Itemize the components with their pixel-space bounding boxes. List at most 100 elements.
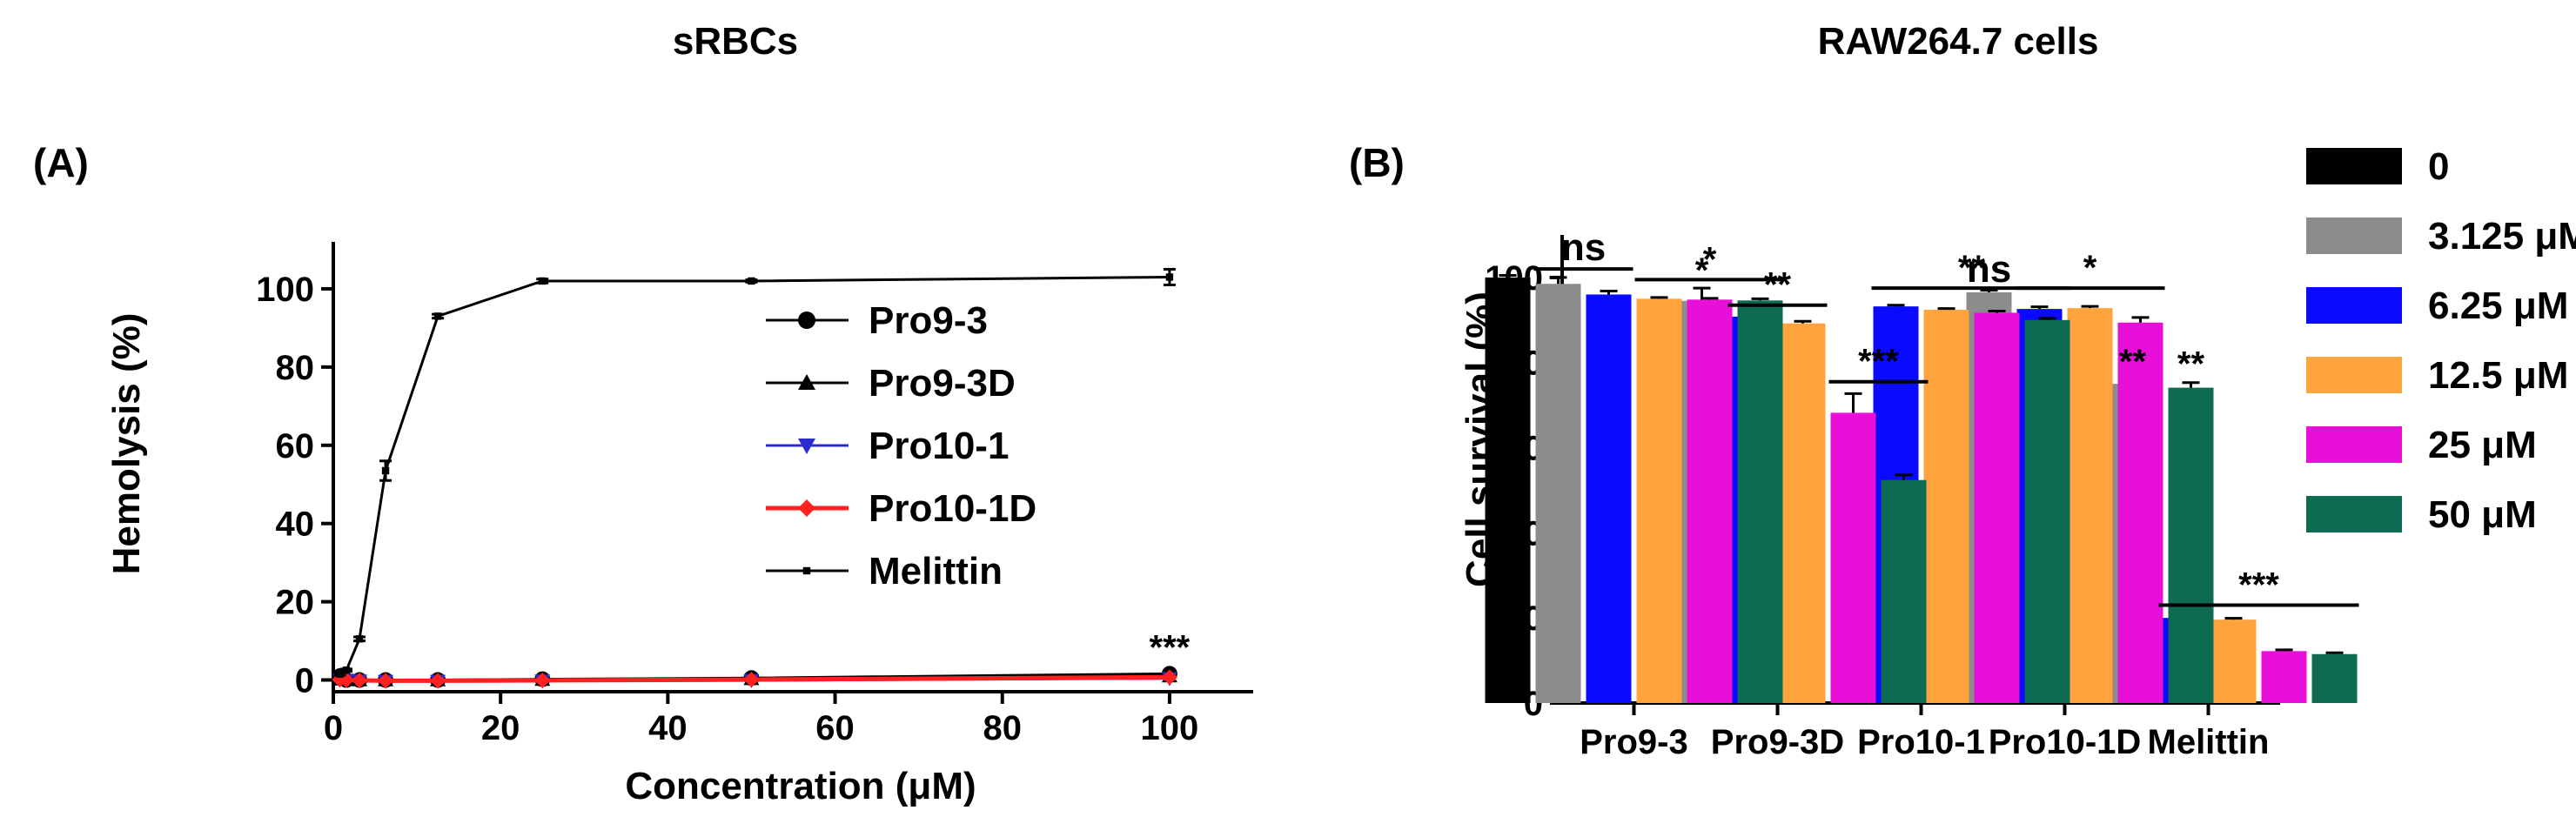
panel-a-x-tick-label: 20 xyxy=(481,709,520,747)
panel-a-y-tick-label: 20 xyxy=(276,584,315,622)
panel-a-x-tick-label: 40 xyxy=(648,709,688,747)
panel-a-legend-label: Pro10-1D xyxy=(869,487,1036,530)
panel-b-bar xyxy=(1881,479,1927,703)
panel-b: RAW264.7 cells (B) Cell survival (%) 020… xyxy=(1349,20,2576,761)
panel-b-significance-label: ns xyxy=(1967,248,2011,291)
panel-b-significance-label: ** xyxy=(2119,343,2147,381)
panel-a-legend-label: Melittin xyxy=(869,550,1003,593)
panel-b-significance-label: ** xyxy=(2177,345,2205,383)
panel-a-legend-label: Pro9-3 xyxy=(869,299,988,342)
panel-b-legend-swatch xyxy=(2306,357,2402,393)
panel-b-bar xyxy=(1485,277,1531,703)
panel-b-legend-label: 12.5 μM xyxy=(2428,354,2568,397)
panel-b-bar xyxy=(1636,298,1682,703)
panel-a-point xyxy=(336,670,344,678)
panel-a-point xyxy=(743,672,760,688)
panel-b-bars xyxy=(1485,273,2358,703)
panel-b-bar xyxy=(1586,294,1632,703)
panel-a-point xyxy=(748,277,755,285)
panel-b-label: (B) xyxy=(1349,140,1405,185)
panel-a-y-tick-label: 40 xyxy=(276,506,315,544)
panel-b-x-tick-label: Pro10-1 xyxy=(1857,723,1985,761)
panel-b-bar xyxy=(1687,299,1733,703)
panel-a-label: (A) xyxy=(33,140,89,185)
panel-b-legend-label: 0 xyxy=(2428,145,2449,188)
panel-a-point xyxy=(352,672,368,688)
panel-b-legend-label: 50 μM xyxy=(2428,493,2537,536)
panel-a-y-tick-label: 60 xyxy=(276,427,315,465)
panel-a-point xyxy=(342,666,351,674)
panel-a-legend-label: Pro10-1 xyxy=(869,425,1009,467)
panel-b-bar xyxy=(1974,312,2020,703)
panel-a-x-tick-label: 100 xyxy=(1141,709,1199,747)
panel-a-y-tick-label: 80 xyxy=(276,349,315,387)
panel-b-bar xyxy=(2168,387,2214,703)
panel-a-legend-marker xyxy=(798,439,815,454)
panel-b-legend-swatch xyxy=(2306,496,2402,532)
panel-b-legend-swatch xyxy=(2306,218,2402,254)
panel-a-point xyxy=(539,277,547,285)
panel-b-bar xyxy=(1535,284,1581,703)
panel-a-series-3 xyxy=(332,669,1177,689)
panel-b-bar xyxy=(2067,308,2113,703)
panel-a-x-tick-label: 0 xyxy=(324,709,343,747)
panel-a-legend-marker xyxy=(798,311,815,329)
panel-a-point xyxy=(355,635,364,643)
panel-b-legend: 0 3.125 μM 6.25 μM 12.5 μM 25 μM 50 μM xyxy=(2306,145,2576,536)
panel-a-point xyxy=(378,673,394,689)
panel-b-x-tick-label: Pro10-1D xyxy=(1989,723,2142,761)
panel-a-legend: Pro9-3 Pro9-3D Pro10-1 Pro10-1D Melittin xyxy=(766,299,1036,593)
panel-b-legend-label: 6.25 μM xyxy=(2428,285,2568,327)
panel-a-x-tick-label: 60 xyxy=(815,709,855,747)
panel-b-significance-label: ** xyxy=(1958,249,1986,287)
panel-b-significance-label: *** xyxy=(2238,566,2279,605)
panel-a-point xyxy=(1165,273,1174,281)
panel-a-xlabel: Concentration (μM) xyxy=(625,765,976,807)
panel-b-significance-label: * xyxy=(1703,240,1717,278)
panel-a-point xyxy=(534,672,551,688)
panel-a-y-tick-label: 0 xyxy=(295,662,314,700)
panel-b-x-tick-label: Pro9-3D xyxy=(1711,723,1844,761)
panel-b-legend-label: 25 μM xyxy=(2428,424,2537,466)
panel-b-significance-label: * xyxy=(2083,249,2097,287)
panel-b-bar xyxy=(2311,653,2358,703)
panel-a-axes: 0 20 40 60 80 100 0 20 40 60 80 100 xyxy=(256,242,1253,747)
panel-b-legend-swatch xyxy=(2306,148,2402,184)
panel-a-ylabel: Hemolysis (%) xyxy=(105,313,148,575)
panel-a-legend-marker xyxy=(802,566,811,575)
panel-b-annotations: ns ** *******ns ******** xyxy=(1533,226,2359,607)
panel-a-point xyxy=(430,673,446,689)
panel-b-x-tick-label: Pro9-3 xyxy=(1580,723,1688,761)
panel-b-bar xyxy=(2117,322,2163,703)
panel-a-point xyxy=(381,466,390,475)
panel-b-bar xyxy=(1737,300,1783,703)
panel-a-annotation: *** xyxy=(1150,629,1191,667)
panel-b-title: RAW264.7 cells xyxy=(1818,20,2099,63)
panel-b-significance-label: ** xyxy=(1764,266,1792,305)
panel-b-legend-swatch xyxy=(2306,426,2402,463)
panel-b-bar xyxy=(1780,323,1826,703)
panel-a-y-tick-label: 100 xyxy=(256,271,314,309)
panel-b-legend-label: 3.125 μM xyxy=(2428,215,2576,258)
panel-a-legend-marker xyxy=(798,499,815,517)
panel-a-point xyxy=(433,312,442,320)
panel-a-point xyxy=(1161,669,1177,686)
panel-a-series xyxy=(332,267,1177,689)
panel-a-annotations: *** xyxy=(1150,629,1191,667)
panel-a-legend-label: Pro9-3D xyxy=(869,362,1016,405)
panel-b-bar xyxy=(2024,319,2070,703)
panel-b-significance-label: ns xyxy=(1561,226,1606,269)
panel-b-bar xyxy=(2210,619,2257,703)
panel-a: sRBCs (A) Hemolysis (%) Concentration (μ… xyxy=(33,20,1253,807)
panel-a-line xyxy=(339,275,1170,676)
panel-a-legend-marker xyxy=(798,374,815,390)
panel-b-significance-label: * xyxy=(1695,251,1709,290)
panel-b-bar xyxy=(1923,310,1969,703)
panel-b-bar xyxy=(2261,651,2307,703)
panel-a-title: sRBCs xyxy=(673,20,798,63)
panel-a-x-tick-label: 80 xyxy=(983,709,1022,747)
panel-b-legend-swatch xyxy=(2306,287,2402,324)
panel-b-bar xyxy=(1830,412,1876,703)
panel-b-x-tick-label: Melittin xyxy=(2148,723,2270,761)
